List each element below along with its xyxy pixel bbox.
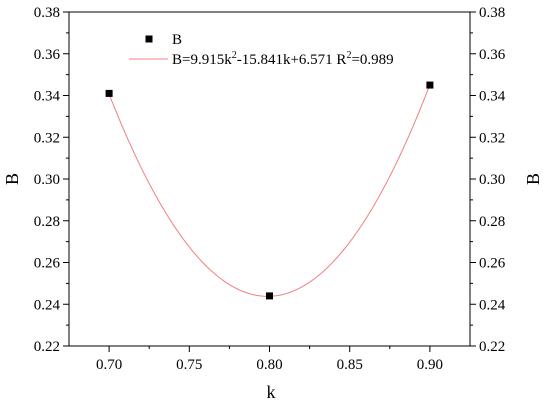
y-tick-label-left: 0.36 — [34, 47, 61, 63]
x-axis-title: k — [267, 382, 276, 402]
y-axis-title-left: B — [2, 173, 22, 185]
y-axis-title-right: B — [523, 173, 543, 185]
data-point — [426, 81, 434, 89]
y-tick-label-left: 0.38 — [34, 5, 60, 21]
legend: B B=9.915k2-15.841k+6.571 R2=0.989 — [129, 32, 394, 68]
y-tick-label-right: 0.38 — [479, 5, 505, 21]
y-tick-label-left: 0.28 — [34, 214, 60, 230]
y-tick-label-left: 0.34 — [34, 89, 61, 105]
x-axis: 0.70 0.75 0.80 0.85 0.90 — [96, 346, 443, 373]
fit-curve — [108, 84, 431, 297]
legend-marker-b — [145, 35, 153, 43]
y-tick-label-right: 0.28 — [479, 214, 505, 230]
x-tick-label: 0.90 — [417, 357, 443, 373]
y-tick-label-right: 0.22 — [479, 339, 505, 355]
y-tick-label-right: 0.24 — [479, 297, 506, 313]
data-point — [266, 292, 273, 300]
x-tick-label: 0.75 — [176, 357, 202, 373]
x-tick-label: 0.80 — [256, 357, 282, 373]
y-tick-label-right: 0.26 — [479, 256, 506, 272]
legend-label-fit: B=9.915k2-15.841k+6.571 R2=0.989 — [172, 50, 394, 68]
y-tick-label-right: 0.34 — [479, 89, 506, 105]
y-tick-label-left: 0.26 — [34, 256, 61, 272]
y-axis-left: 0.22 0.24 0.26 0.28 0.30 0.32 0.34 0.36 0.38 — [34, 5, 69, 355]
y-axis-right: 0.22 0.24 0.26 0.28 0.30 0.32 0.34 0.36 0.38 — [470, 5, 506, 355]
y-tick-label-right: 0.36 — [479, 47, 506, 63]
data-point — [105, 89, 113, 97]
y-tick-label-right: 0.32 — [479, 130, 505, 146]
x-tick-label: 0.70 — [96, 357, 122, 373]
x-tick-label: 0.85 — [337, 357, 363, 373]
y-tick-label-left: 0.30 — [34, 172, 60, 188]
series-layer — [105, 81, 434, 300]
legend-label-b: B — [172, 32, 182, 48]
y-tick-label-left: 0.24 — [34, 297, 61, 313]
y-tick-label-right: 0.30 — [479, 172, 505, 188]
y-tick-label-left: 0.22 — [34, 339, 60, 355]
y-tick-label-left: 0.32 — [34, 130, 60, 146]
